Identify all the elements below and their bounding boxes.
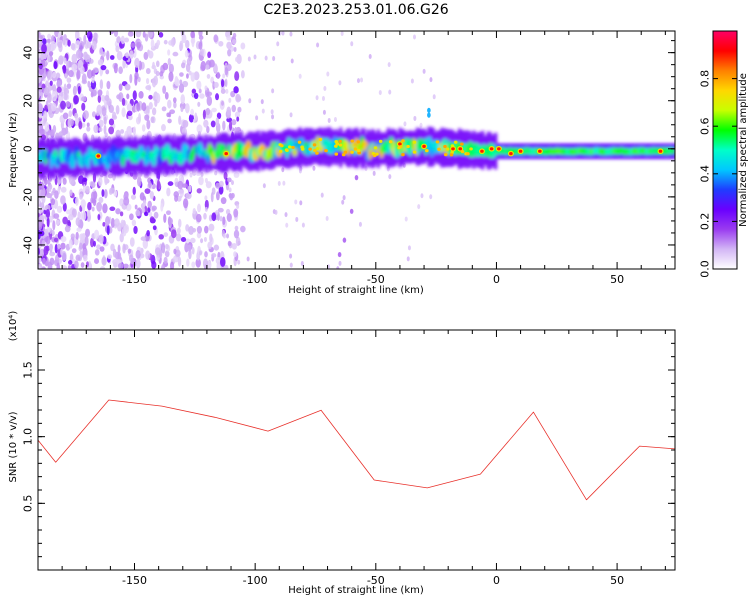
colorbar-tick-label: 0.8 [699, 70, 712, 88]
x-tick-label: -100 [243, 273, 268, 286]
y-tick-label: 40 [22, 46, 35, 60]
x-tick-label: 50 [610, 273, 624, 286]
y-tick-label: 20 [22, 94, 35, 108]
colorbar-label: Normalized spectral amplitude [738, 73, 749, 227]
spectrogram-panel: -150 -100 -50 0 50 -40 -20 0 20 40 Height of str… [8, 30, 676, 296]
snr-x-label: Height of straight line (km) [288, 585, 424, 596]
x-tick-label: -150 [122, 574, 147, 587]
spectrogram-x-ticks: -150 -100 -50 0 50 [37, 31, 666, 286]
y-tick-label: -20 [22, 188, 35, 206]
y-tick-label: 0 [22, 145, 35, 152]
spectrogram-x-label: Height of straight line (km) [288, 285, 424, 296]
spectrogram-peaks [95, 107, 664, 258]
x-tick-label: 50 [610, 574, 624, 587]
spectrogram-heatmap [38, 31, 675, 269]
snr-series-line [38, 399, 675, 501]
snr-frame [37, 329, 676, 571]
snr-y-ticks: 0.5 1.0 1.5 [22, 329, 675, 571]
y-tick-label: -40 [22, 236, 35, 254]
x-tick-label: -50 [367, 273, 385, 286]
spectrogram-y-ticks: -40 -20 0 20 40 [22, 40, 675, 270]
y-tick-label: 0.5 [22, 495, 35, 513]
colorbar-ticks: 0.0 0.2 0.4 0.6 0.8 [699, 70, 737, 278]
snr-panel: -150 -100 -50 0 50 0.5 1.0 1.5 Height of strai… [8, 311, 676, 596]
colorbar-tick-label: 0.2 [699, 213, 712, 231]
x-tick-label: -150 [122, 273, 147, 286]
colorbar-frame [712, 30, 738, 270]
colorbar-gradient [713, 31, 737, 269]
spectrogram-y-label: Frequency (Hz) [8, 112, 19, 188]
x-tick-label: -50 [367, 574, 385, 587]
y-tick-label: 1.5 [22, 361, 35, 379]
x-tick-label: 0 [493, 574, 500, 587]
colorbar: 0.0 0.2 0.4 0.6 0.8 Normalized spectral ampl… [699, 30, 749, 278]
colorbar-tick-label: 0.6 [699, 117, 712, 135]
x-tick-label: 0 [493, 273, 500, 286]
snr-y-multiplier: (x10⁴) [8, 311, 19, 342]
spectrogram-frame [37, 30, 676, 270]
snr-x-ticks: -150 -100 -50 0 50 [37, 330, 666, 587]
chart-title: C2E3.2023.253.01.06.G26 [263, 2, 448, 18]
colorbar-tick-label: 0.0 [699, 260, 712, 278]
colorbar-tick-label: 0.4 [699, 165, 712, 183]
y-tick-label: 1.0 [22, 428, 35, 446]
x-tick-label: -100 [243, 574, 268, 587]
snr-y-label: SNR (10 * v/v) [8, 411, 19, 482]
